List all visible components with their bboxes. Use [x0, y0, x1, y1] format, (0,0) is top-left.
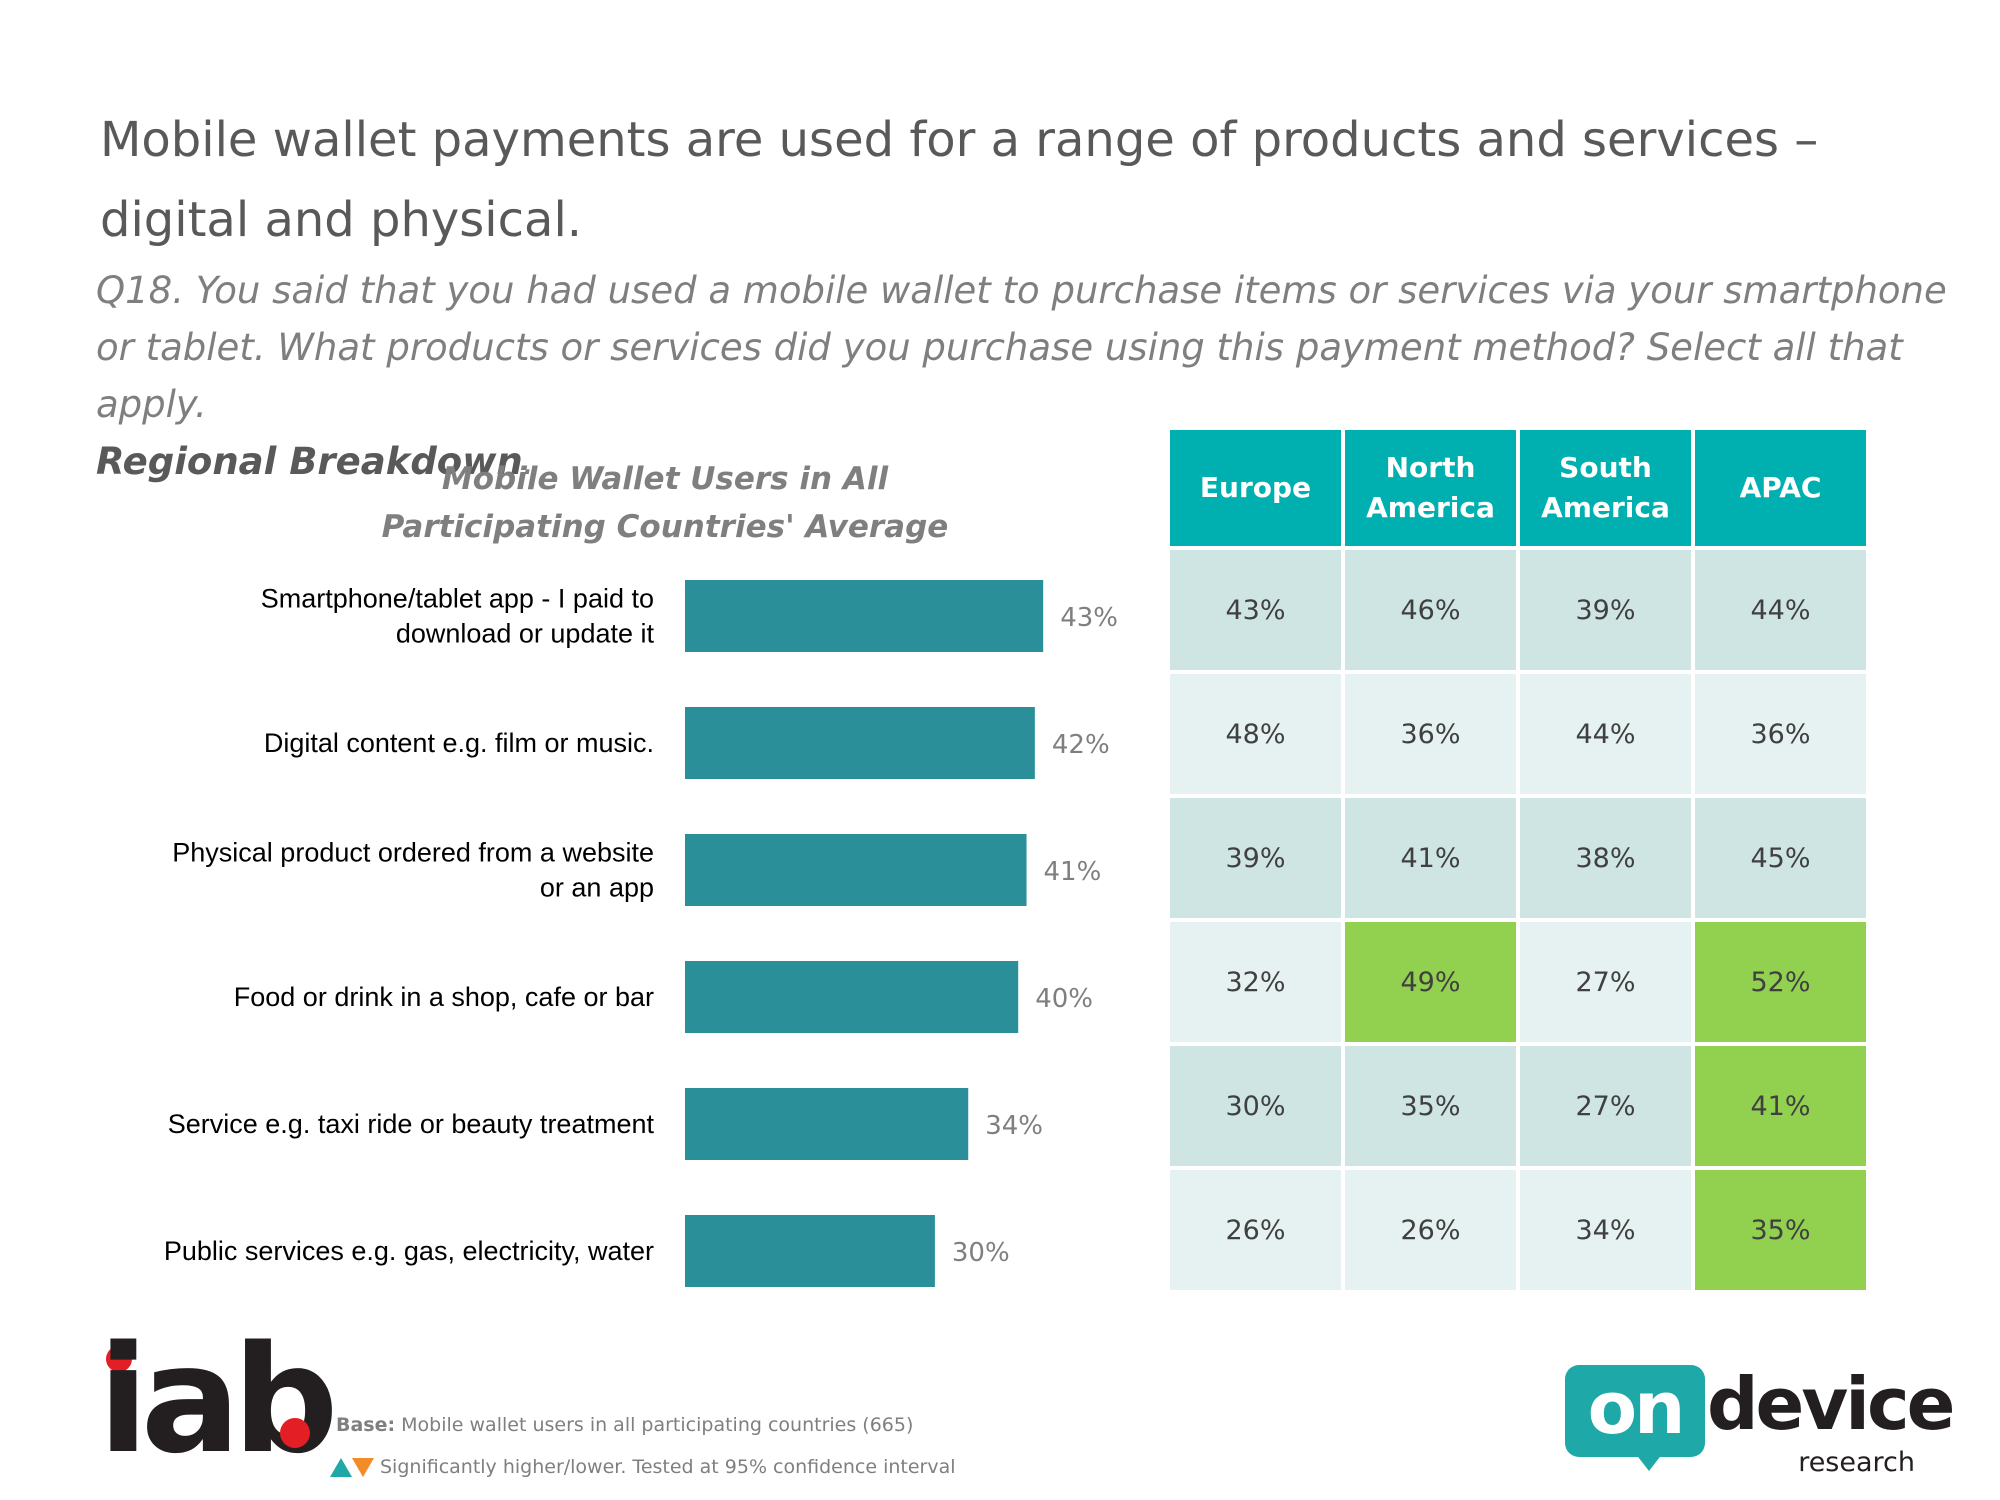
value-label-4: 34%	[985, 1111, 1043, 1141]
table-row: 39% 41% 38% 45%	[1170, 798, 1866, 918]
question-tail: .	[522, 440, 535, 483]
table-cell: 26%	[1170, 1170, 1341, 1290]
ondevice-logo: on device research	[1565, 1362, 1955, 1485]
category-label-0: Smartphone/tablet app - I paid to downloa…	[261, 584, 655, 649]
table-cell: 32%	[1170, 922, 1341, 1042]
bar-chart: 43% Smartphone/tablet app - I paid to down…	[164, 580, 1118, 1287]
category-label-2: Physical product ordered from a website o…	[172, 838, 654, 903]
table-cell: 45%	[1695, 798, 1866, 918]
table-cell: 43%	[1170, 550, 1341, 670]
significance-note: Significantly higher/lower. Tested at 95…	[330, 1456, 956, 1478]
table-cell: 44%	[1520, 674, 1691, 794]
header-north-america: North America	[1345, 430, 1516, 546]
category-label-5: Public services e.g. gas, electricity, w…	[164, 1236, 654, 1266]
category-label-line: Digital content e.g. film or music.	[264, 728, 654, 758]
category-label-line: Service e.g. taxi ride or beauty treatme…	[168, 1109, 655, 1139]
ondevice-badge-tail	[1635, 1453, 1663, 1471]
value-label-2: 41%	[1044, 857, 1102, 887]
table-row: 43% 46% 39% 44%	[1170, 550, 1866, 670]
question-text: Q18. You said that you had used a mobile…	[96, 262, 1956, 490]
triangle-up-icon	[330, 1458, 352, 1477]
category-label-line: Physical product ordered from a website	[172, 838, 654, 868]
category-label-line: download or update it	[396, 619, 655, 649]
table-cell: 27%	[1520, 922, 1691, 1042]
category-label-1: Digital content e.g. film or music.	[264, 728, 654, 758]
value-label-3: 40%	[1035, 984, 1093, 1014]
table-cell: 34%	[1520, 1170, 1691, 1290]
ondevice-word: device	[1707, 1362, 1955, 1446]
base-text: Mobile wallet users in all participating…	[401, 1414, 914, 1436]
table-row: 32% 49% 27% 52%	[1170, 922, 1866, 1042]
value-label-5: 30%	[952, 1238, 1010, 1268]
header-apac: APAC	[1695, 430, 1866, 546]
table-cell: 49%	[1345, 922, 1516, 1042]
table-cell: 46%	[1345, 550, 1516, 670]
table-cell: 30%	[1170, 1046, 1341, 1166]
ondevice-badge: on	[1565, 1365, 1705, 1457]
table-row: 48% 36% 44% 36%	[1170, 674, 1866, 794]
slide-title: Mobile wallet payments are used for a ra…	[100, 112, 1819, 248]
header-south-america: South America	[1520, 430, 1691, 546]
table-cell: 35%	[1695, 1170, 1866, 1290]
category-label-3: Food or drink in a shop, cafe or bar	[234, 982, 654, 1012]
chart-title: Mobile Wallet Users in All Participating…	[381, 461, 949, 545]
category-label-line: Smartphone/tablet app - I paid to	[261, 584, 654, 614]
table-cell: 36%	[1695, 674, 1866, 794]
table-cell: 38%	[1520, 798, 1691, 918]
regional-table-header-row: Europe North America South America APAC	[1170, 430, 1866, 546]
table-cell: 41%	[1695, 1046, 1866, 1166]
table-cell: 52%	[1695, 922, 1866, 1042]
category-label-4: Service e.g. taxi ride or beauty treatme…	[168, 1109, 655, 1139]
iab-logo-dot-top	[106, 1346, 132, 1372]
bar-4	[685, 1088, 969, 1160]
table-cell: 26%	[1345, 1170, 1516, 1290]
question-body: Q18. You said that you had used a mobile…	[96, 269, 1947, 426]
base-note: Base: Mobile wallet users in all partici…	[336, 1414, 913, 1436]
table-row: 30% 35% 27% 41%	[1170, 1046, 1866, 1166]
regional-table: Europe North America South America APAC …	[1166, 426, 1870, 1294]
category-label-line: Public services e.g. gas, electricity, w…	[164, 1236, 654, 1266]
table-cell: 39%	[1520, 550, 1691, 670]
iab-logo: iab	[98, 1314, 339, 1486]
value-label-1: 42%	[1052, 730, 1110, 760]
category-label-line: or an app	[540, 873, 654, 903]
header-europe: Europe	[1170, 430, 1341, 546]
question-emphasis: Regional Breakdown	[96, 440, 523, 483]
table-row: 26% 26% 34% 35%	[1170, 1170, 1866, 1290]
table-cell: 35%	[1345, 1046, 1516, 1166]
bar-1	[685, 707, 1035, 779]
bar-0	[685, 580, 1044, 652]
bar-3	[685, 961, 1019, 1033]
bar-2	[685, 834, 1027, 906]
value-label-0: 43%	[1060, 603, 1118, 633]
category-label-line: Food or drink in a shop, cafe or bar	[234, 982, 654, 1012]
table-cell: 41%	[1345, 798, 1516, 918]
regional-table-body: 43% 46% 39% 44% 48% 36% 44% 36% 39% 41% 38% 45% 32% 4…	[1170, 550, 1866, 1290]
table-cell: 44%	[1695, 550, 1866, 670]
base-label: Base:	[336, 1414, 396, 1436]
table-cell: 27%	[1520, 1046, 1691, 1166]
table-cell: 48%	[1170, 674, 1341, 794]
bar-5	[685, 1215, 935, 1287]
significance-text: Significantly higher/lower. Tested at 95…	[380, 1456, 956, 1478]
ondevice-research: research	[1798, 1447, 1915, 1478]
table-cell: 39%	[1170, 798, 1341, 918]
significance-triangles-icon	[330, 1458, 374, 1477]
table-cell: 36%	[1345, 674, 1516, 794]
triangle-down-icon	[352, 1458, 374, 1477]
iab-logo-dot-end	[280, 1418, 310, 1448]
